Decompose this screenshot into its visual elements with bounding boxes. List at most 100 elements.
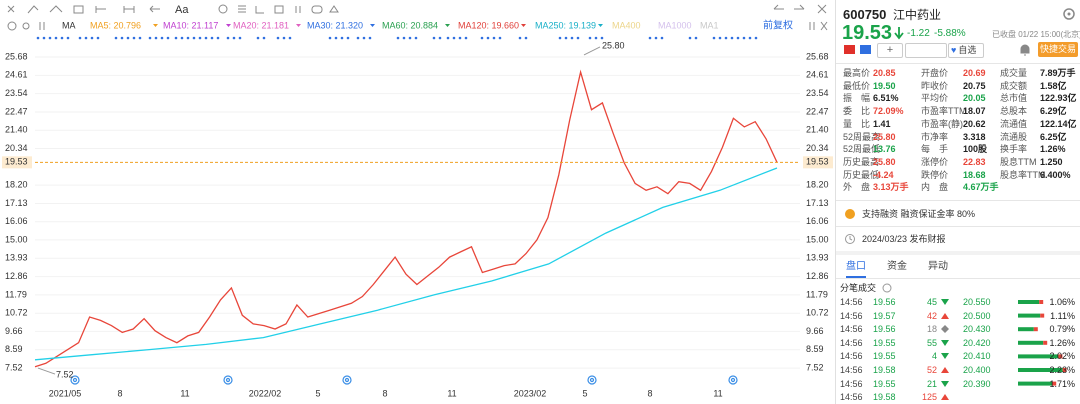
event-dot <box>262 36 266 40</box>
y-tick-label: 7.52 <box>5 362 23 372</box>
margin-notice: 支持融资 融资保证金率 80% <box>862 209 976 219</box>
event-dot <box>204 36 208 40</box>
trade-direction <box>941 339 949 346</box>
dist-price: 20.390 <box>963 378 991 389</box>
icon <box>49 5 63 13</box>
tab[interactable]: 异动 <box>928 261 948 272</box>
event-icon[interactable] <box>587 375 597 385</box>
current-price-box <box>803 156 833 169</box>
trade-time: 14:56 <box>840 297 863 307</box>
y-tick-label: 11.79 <box>806 289 828 299</box>
event-dot <box>498 36 502 40</box>
icon <box>7 21 17 31</box>
event-dot <box>458 36 462 40</box>
arrow <box>941 394 949 401</box>
market-icon <box>860 45 871 54</box>
event-dot <box>66 36 70 40</box>
event-dot <box>518 36 522 40</box>
dist-pct: 1.71% <box>1049 378 1075 389</box>
ma-legend[interactable]: MA1 <box>700 20 719 30</box>
x-tick-label: 11 <box>713 388 722 398</box>
alert-button[interactable] <box>905 43 947 58</box>
event-dot <box>282 36 286 40</box>
dist-price: 20.400 <box>963 365 991 375</box>
ma-legend[interactable]: MA30: 21.320 <box>307 20 363 30</box>
ma-legend[interactable]: MA120: 19.660 <box>458 20 519 30</box>
y-tick-label: 22.47 <box>5 106 28 116</box>
x-tick-label: 5 <box>582 388 587 398</box>
event-dot <box>132 36 136 40</box>
stock-code: 600750 <box>843 7 887 22</box>
event-icon[interactable] <box>342 375 352 385</box>
stat-label: 总市值 <box>1000 93 1028 104</box>
ma-legend[interactable]: MA250: 19.139 <box>535 20 596 30</box>
trade-time: 14:56 <box>840 324 863 335</box>
event-dot <box>192 36 196 40</box>
legend-caret <box>296 24 301 27</box>
quick-trade-button[interactable]: 快捷交易 <box>1038 42 1078 57</box>
stat-label: 市净率 <box>921 131 949 142</box>
ma-name: MA <box>62 20 76 30</box>
trade-volume: 4 <box>931 351 937 362</box>
event-icon[interactable] <box>223 375 233 385</box>
trade-price: 19.56 <box>873 297 896 307</box>
down-arrow <box>894 27 904 40</box>
event-icon[interactable] <box>70 375 80 385</box>
y-tick-label: 24.61 <box>5 70 28 80</box>
event-dot <box>138 36 142 40</box>
dist-bar-tail <box>1062 368 1067 372</box>
trade-price: 19.55 <box>873 351 896 362</box>
tab[interactable]: 盘口 <box>846 261 866 272</box>
legend-caret <box>445 24 450 27</box>
stat-value: 6.29亿 <box>1040 106 1067 117</box>
stat-label: 外 盘 <box>843 182 871 193</box>
event-icon <box>589 377 595 383</box>
tab[interactable]: 资金 <box>887 261 907 272</box>
ma-legend[interactable]: MA5: 20.796 <box>90 20 141 30</box>
ma-legend[interactable]: MA1000 <box>658 20 692 30</box>
trades-icon[interactable] <box>882 283 892 293</box>
ma-legend[interactable]: MA20: 21.181 <box>233 20 289 30</box>
add-button[interactable]: + <box>877 43 903 58</box>
icon <box>238 5 246 13</box>
stat-value: 1.250 <box>1040 156 1063 167</box>
settings-icon[interactable] <box>1062 7 1076 21</box>
event-dot <box>256 36 260 40</box>
watch-button[interactable]: ♥ 自选 <box>948 43 984 58</box>
trade-direction <box>941 394 949 401</box>
stat-label: 股息TTM <box>1000 156 1037 167</box>
separator <box>836 251 1080 255</box>
event-dot <box>160 36 164 40</box>
y-tick-label: 12.86 <box>5 271 28 281</box>
stat-value: 18.68 <box>963 169 986 180</box>
event-dot <box>90 36 94 40</box>
arrow <box>941 367 949 373</box>
low-marker <box>37 367 56 375</box>
x-tick-label: 8 <box>647 388 652 398</box>
font-button[interactable]: Aa <box>175 4 189 16</box>
event-dot <box>216 36 220 40</box>
event-dot <box>154 36 158 40</box>
event-dot <box>724 36 728 40</box>
stat-label: 委 比 <box>843 106 871 117</box>
stat-label: 最低价 <box>843 80 871 91</box>
event-dot <box>748 36 752 40</box>
stat-value: 25.80 <box>873 131 896 142</box>
trade-price: 19.55 <box>873 337 896 348</box>
adjust-mode[interactable]: 前复权 <box>763 19 793 32</box>
ma-legend[interactable]: MA10: 21.117 <box>163 20 218 30</box>
y-tick-label: 15.00 <box>806 234 829 244</box>
event-dot <box>688 36 692 40</box>
event-icon <box>225 377 231 383</box>
stat-label: 昨收价 <box>921 80 949 91</box>
ma-legend[interactable]: MA60: 20.884 <box>382 20 438 30</box>
event-icon[interactable] <box>728 375 738 385</box>
dist-bar <box>1018 327 1034 332</box>
event-icon <box>344 377 350 383</box>
bell-icon[interactable] <box>1018 43 1032 57</box>
stat-value: 3.318 <box>963 131 986 142</box>
stat-label: 换手率 <box>1000 144 1028 155</box>
event-dot <box>438 36 442 40</box>
ma-legend[interactable]: MA400 <box>612 20 641 30</box>
